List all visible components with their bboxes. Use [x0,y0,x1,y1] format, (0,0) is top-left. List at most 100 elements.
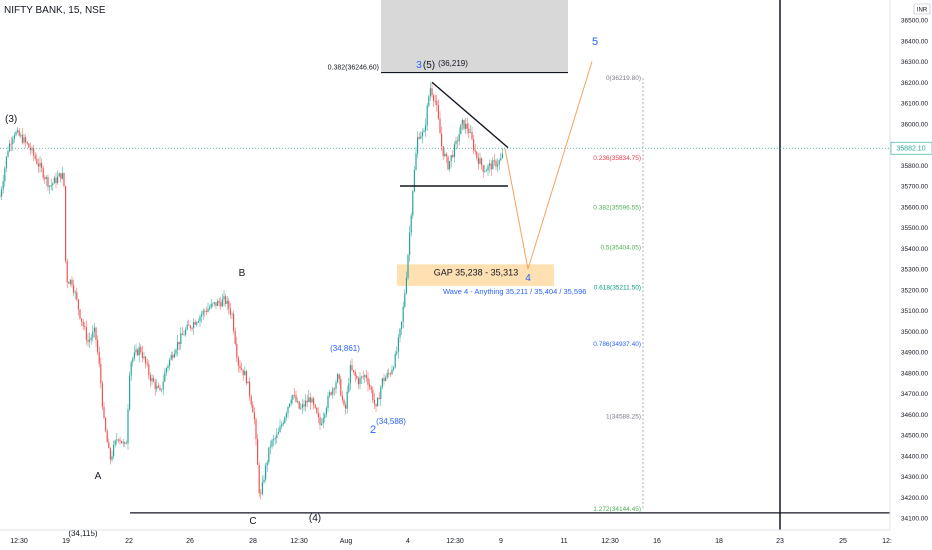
candle-body-307 [490,163,492,170]
candle-body-72 [114,440,116,445]
candle-body-266 [425,125,427,131]
candle-body-45 [71,279,73,286]
candle-body-200 [319,417,321,425]
candle-body-158 [252,404,254,413]
candle-body-183 [292,395,294,400]
candle-body-97 [154,381,156,389]
candle-body-156 [249,381,251,397]
currency-box [913,3,931,15]
candle-body-33 [52,183,54,186]
candle-body-296 [473,139,475,151]
projection-path [504,61,593,270]
candle-body-27 [42,168,44,178]
candle-body-52 [82,321,84,327]
candle-body-29 [45,177,47,179]
candle-body-207 [330,392,332,395]
candle-body-61 [97,340,99,353]
fib-label-7: 1.272(34144.45) [593,506,641,513]
candle-body-191 [305,400,307,407]
candle-body-157 [250,396,252,405]
candle-body-291 [465,123,467,129]
candle-body-34 [53,177,55,184]
currency-label: INR [917,8,928,14]
candle-body-167 [266,462,268,466]
candle-body-242 [386,373,388,378]
y-tick-5: 34600.00 [901,412,928,419]
candle-body-141 [225,296,227,304]
candle-body-195 [311,398,313,403]
candle-body-80 [127,409,129,444]
candle-body-186 [297,401,299,403]
candle-body-82 [130,362,132,376]
candle-body-308 [492,160,494,170]
candle-body-83 [132,358,134,363]
fib-levels-layer: 0(36219.80) 0.236(35834.75) 0.382(35596.55… [593,75,644,513]
candle-body-220 [351,365,353,371]
candle-body-7 [10,143,12,145]
candle-body-208 [332,388,334,395]
candle-body-286 [457,140,459,142]
candle-body-49 [77,299,79,310]
candle-body-256 [409,232,411,255]
candle-body-19 [29,147,31,151]
candle-body-174 [277,432,279,435]
candle-body-94 [149,374,151,382]
candle-body-89 [141,352,143,359]
candle-body-228 [364,375,366,377]
candle-body-313 [500,157,502,161]
candle-body-230 [367,378,369,385]
candle-body-38 [60,173,62,179]
chart-title: NIFTY BANK, 15, NSE [4,5,106,16]
candle-body-42 [66,260,68,283]
wave-label-7: 2 [370,424,376,436]
candle-body-99 [157,385,159,388]
candle-body-178 [284,417,286,423]
y-tick-3: 34400.00 [901,453,928,460]
candle-body-254 [405,277,407,294]
gap-zone [397,264,554,286]
candle-body-221 [353,370,355,372]
y-tick-19: 36000.00 [901,121,928,128]
candle-body-54 [85,327,87,340]
candle-body-160 [255,419,257,440]
candle-body-213 [340,378,342,396]
candle-body-30 [47,177,49,187]
candle-body-189 [301,404,303,408]
candle-body-98 [156,385,158,389]
candle-body-150 [239,365,241,369]
candle-body-137 [218,301,220,303]
candle-body-10 [15,132,17,136]
candle-body-206 [329,392,331,396]
candle-body-292 [466,123,468,129]
candle-body-267 [426,105,428,126]
candle-body-185 [295,395,297,402]
candle-body-226 [361,376,363,378]
candle-body-146 [233,313,235,332]
candle-body-252 [402,306,404,322]
candle-body-135 [215,302,217,306]
candle-body-305 [487,165,489,171]
candle-body-240 [383,378,385,381]
y-tick-13: 35400.00 [901,246,928,253]
candle-body-284 [453,144,455,158]
labels-layer: (3) A B C (4) (34,115) (34,861) 2(34,588) 3 (5) (3… [5,36,598,538]
candle-body-152 [242,369,244,376]
candle-body-5 [7,151,9,157]
candle-body-304 [485,170,487,172]
candle-body-166 [265,465,267,480]
candle-body-6 [9,143,11,152]
candle-body-306 [489,163,491,166]
candle-body-90 [143,356,145,359]
candle-body-295 [471,132,473,140]
candle-body-210 [335,382,337,390]
candle-body-26 [41,162,43,169]
wave-label-4: (4) [309,513,321,524]
wave4-note: Wave 4 - Anything 35,211 / 35,404 / 35,5… [443,287,586,296]
x-tick-16: 12: [882,538,892,545]
candle-body-196 [313,398,315,405]
y-tick-16: 35700.00 [901,184,928,191]
x-tick-2: 22 [125,538,133,545]
candle-body-212 [338,374,340,379]
candle-body-173 [276,434,278,439]
